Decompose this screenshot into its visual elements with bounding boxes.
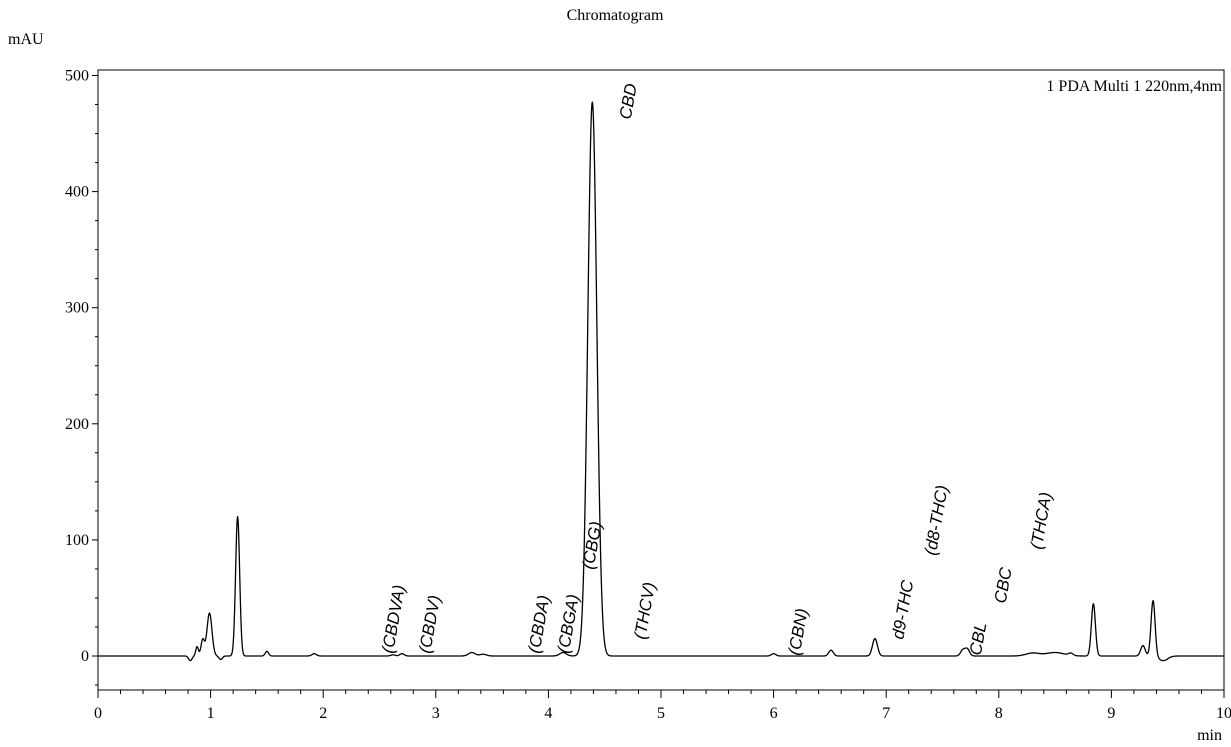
- peak-label: CBD: [616, 82, 641, 121]
- peak-label: CBC: [991, 565, 1016, 604]
- y-tick-label: 100: [65, 532, 89, 549]
- peak-labels: (CBDVA) (CBDV) (CBDA) (CBGA) (CBG) CBD (THCV) (…: [378, 82, 1055, 657]
- peak-label: (CBG): [579, 520, 606, 571]
- peak-label: (CBDV): [415, 594, 444, 655]
- axis-ticks: 0 100 200 300 400 500 0 1 2 3 4 5 6 7 8 9 10: [65, 68, 1231, 723]
- peak-label: (THCA): [1027, 491, 1056, 551]
- y-tick-label: 500: [65, 68, 89, 85]
- x-tick-label: 6: [770, 705, 778, 722]
- y-tick-label: 0: [81, 648, 89, 665]
- x-tick-label: 9: [1107, 705, 1115, 722]
- peak-label: (CBDVA): [378, 583, 409, 654]
- y-tick-label: 400: [65, 184, 89, 201]
- x-axis-unit: min: [1197, 727, 1222, 744]
- y-tick-label: 300: [65, 300, 89, 317]
- x-tick-label: 0: [94, 705, 102, 722]
- y-axis-unit: mAU: [8, 31, 44, 48]
- x-tick-label: 3: [432, 705, 440, 722]
- peak-label: (d8-THC): [921, 484, 952, 557]
- peak-label: (CBN): [785, 607, 812, 657]
- x-tick-label: 10: [1216, 705, 1231, 722]
- y-tick-label: 200: [65, 416, 89, 433]
- legend-series-name: 1 PDA Multi 1 220nm,4nm: [1046, 78, 1222, 95]
- x-tick-label: 8: [995, 705, 1003, 722]
- plot-frame: [97, 69, 1225, 691]
- peak-label: (CBGA): [554, 593, 583, 655]
- x-tick-label: 5: [657, 705, 665, 722]
- chromatogram-trace: [97, 101, 1225, 662]
- x-tick-label: 2: [319, 705, 327, 722]
- peak-label: CBL: [966, 621, 990, 657]
- peak-label: (CBDA): [525, 594, 554, 655]
- peak-label: d9-THC: [888, 578, 917, 641]
- x-tick-label: 4: [544, 705, 552, 722]
- x-tick-label: 1: [207, 705, 215, 722]
- peak-label: (THCV): [630, 581, 659, 641]
- chart-title: Chromatogram: [567, 7, 664, 24]
- x-tick-label: 7: [882, 705, 890, 722]
